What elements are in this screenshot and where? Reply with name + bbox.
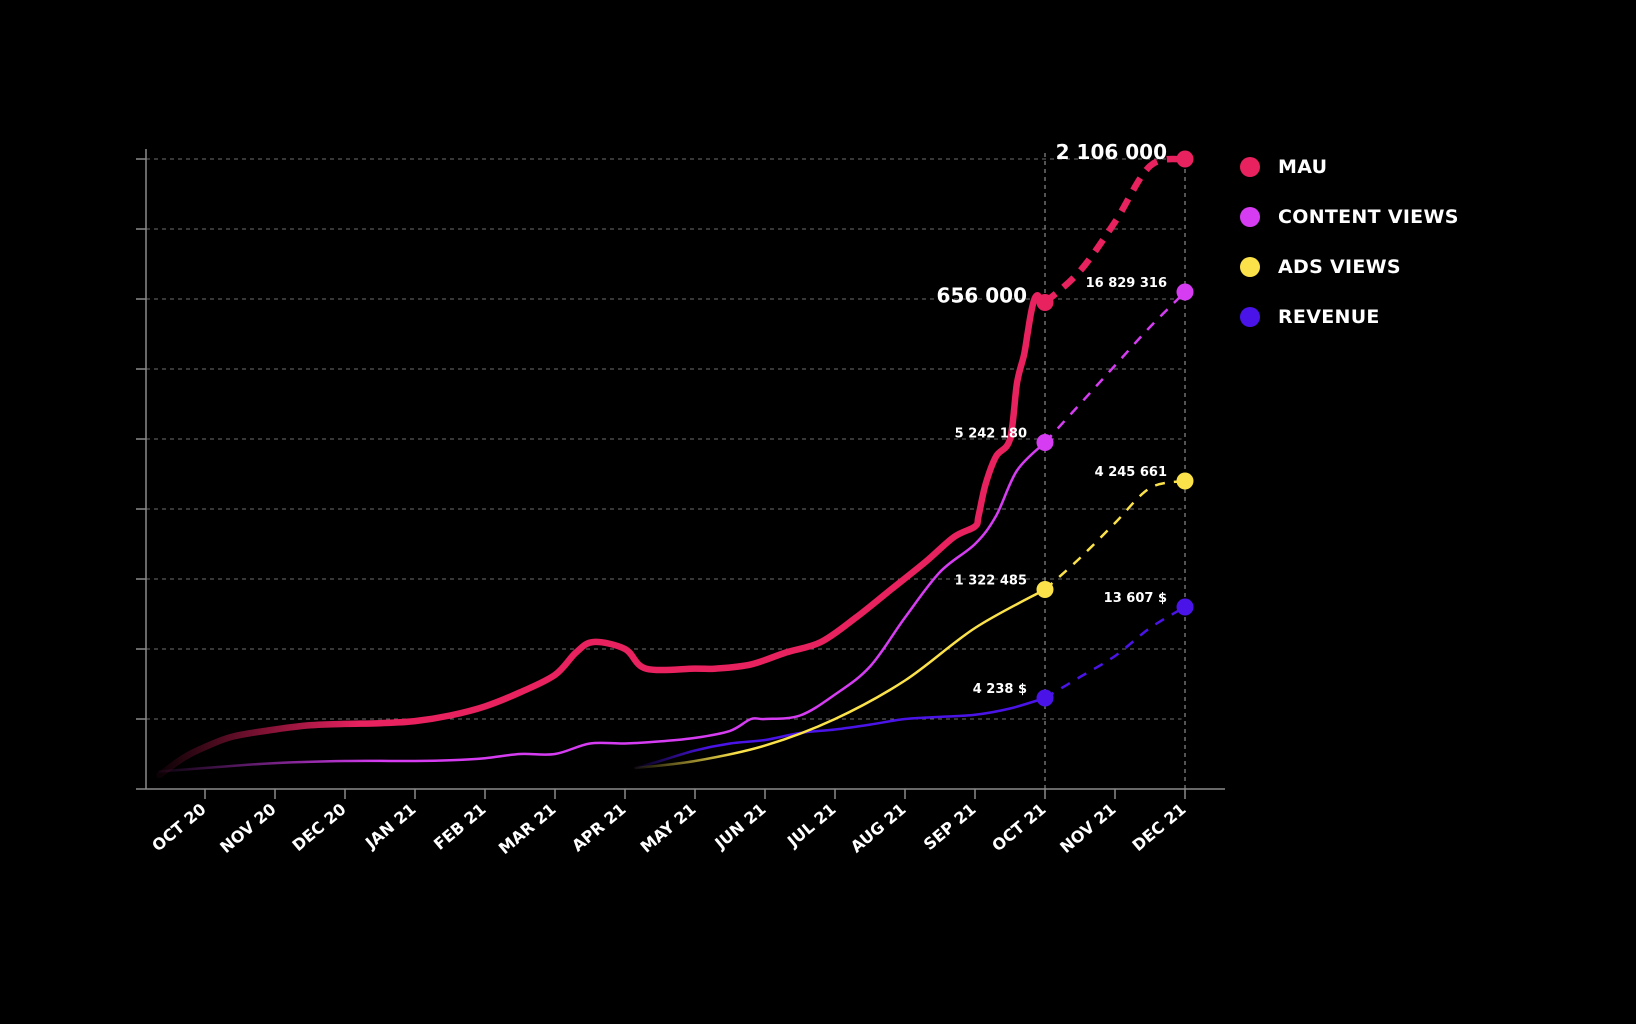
x-tick-label: SEP 21 <box>920 800 980 854</box>
legend: MAU CONTENT VIEWS ADS VIEWS REVENUE <box>1240 142 1459 342</box>
legend-label: CONTENT VIEWS <box>1278 206 1459 228</box>
x-tick-label: OCT 21 <box>988 800 1049 856</box>
legend-label: ADS VIEWS <box>1278 256 1401 278</box>
series-projection-revenue <box>1044 605 1186 700</box>
data-label-revenue: 13 607 $ <box>1104 591 1167 606</box>
x-tick-label: AUG 21 <box>847 800 910 857</box>
data-label-ads-views: 4 245 661 <box>1095 465 1167 480</box>
legend-marker <box>1240 207 1260 227</box>
legend-marker <box>1240 257 1260 277</box>
legend-marker <box>1240 307 1260 327</box>
series-line-revenue <box>634 696 1047 770</box>
series-projection-mau <box>1042 155 1186 305</box>
x-tick-label: FEB 21 <box>430 800 490 854</box>
legend-marker <box>1240 157 1260 177</box>
legend-label: MAU <box>1278 156 1328 178</box>
data-label-mau: 2 106 000 <box>1056 140 1167 164</box>
x-tick-label: DEC 20 <box>288 800 349 856</box>
x-tick-label: NOV 21 <box>1056 800 1119 857</box>
x-tick-label: MAR 21 <box>495 800 560 859</box>
legend-item-mau[interactable]: MAU <box>1240 142 1459 192</box>
series-line-mau <box>156 292 1045 779</box>
data-label-revenue: 4 238 $ <box>973 682 1027 697</box>
series-line-content-views <box>158 441 1047 773</box>
legend-label: REVENUE <box>1278 306 1380 328</box>
point-ads-views <box>1176 472 1194 490</box>
data-label-ads-views: 1 322 485 <box>955 574 1027 589</box>
data-label-content-views: 16 829 316 <box>1086 276 1167 291</box>
x-tick-label: APR 21 <box>568 800 629 856</box>
data-label-content-views: 5 242 180 <box>955 427 1027 442</box>
legend-item-revenue[interactable]: REVENUE <box>1240 292 1459 342</box>
series-line-ads-views <box>634 588 1047 770</box>
x-tick-label: JUN 21 <box>710 800 769 854</box>
point-content-views <box>1036 434 1054 451</box>
point-mau <box>1176 150 1194 168</box>
x-tick-label: JUL 21 <box>783 800 840 852</box>
x-tick-label: JAN 21 <box>361 800 420 853</box>
x-tick-label: NOV 20 <box>216 800 279 857</box>
data-label-mau: 656 000 <box>937 284 1027 308</box>
point-revenue <box>1036 689 1054 707</box>
point-content-views <box>1176 283 1194 301</box>
series-projection-content-views <box>1044 291 1186 444</box>
series-projection-ads-views <box>1044 479 1186 591</box>
point-mau <box>1036 294 1054 311</box>
x-tick-label: DEC 21 <box>1128 800 1189 856</box>
legend-item-ads-views[interactable]: ADS VIEWS <box>1240 242 1459 292</box>
point-ads-views <box>1036 581 1054 598</box>
legend-item-content-views[interactable]: CONTENT VIEWS <box>1240 192 1459 242</box>
point-revenue <box>1176 598 1194 616</box>
x-tick-label: OCT 20 <box>148 800 209 856</box>
x-tick-label: MAY 21 <box>637 800 700 857</box>
